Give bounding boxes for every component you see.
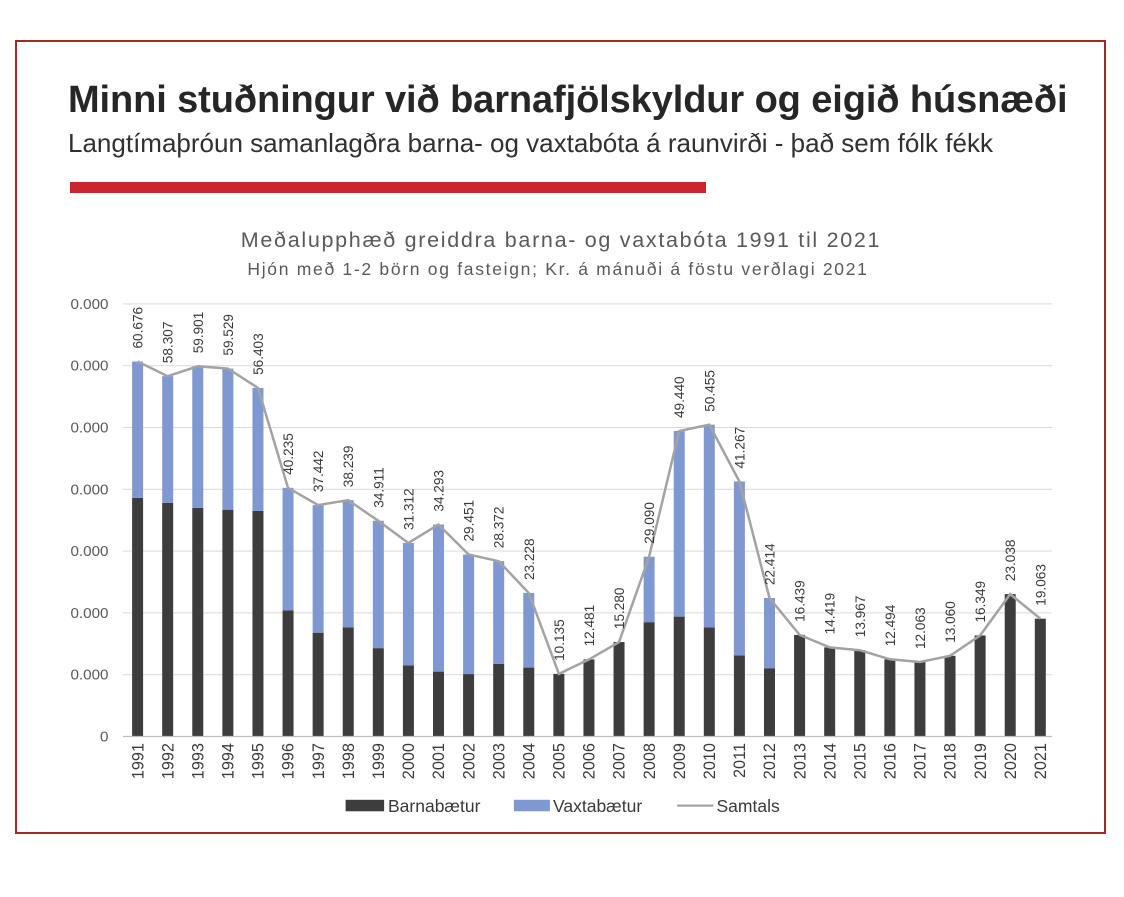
svg-text:1997: 1997 [310, 743, 328, 779]
svg-text:2001: 2001 [430, 743, 448, 779]
svg-text:2015: 2015 [852, 743, 870, 779]
svg-text:2013: 2013 [791, 743, 809, 779]
svg-text:Vaxtabætur: Vaxtabætur [553, 796, 642, 816]
svg-text:0.000: 0.000 [70, 543, 108, 560]
svg-text:0.000: 0.000 [70, 667, 108, 684]
svg-text:15.280: 15.280 [612, 587, 627, 629]
svg-text:1995: 1995 [250, 743, 268, 779]
svg-text:Meðalupphæð greiddra barna- og: Meðalupphæð greiddra barna- og vaxtabóta… [241, 228, 881, 252]
svg-text:50.455: 50.455 [702, 370, 717, 412]
svg-text:56.403: 56.403 [251, 333, 266, 375]
svg-text:2008: 2008 [641, 743, 659, 779]
svg-text:1992: 1992 [159, 743, 177, 779]
svg-text:2000: 2000 [400, 743, 418, 779]
svg-text:23.228: 23.228 [522, 538, 537, 580]
svg-text:10.135: 10.135 [552, 619, 567, 661]
svg-text:28.372: 28.372 [492, 507, 507, 549]
svg-text:2018: 2018 [942, 743, 960, 779]
svg-text:1996: 1996 [280, 743, 298, 779]
svg-text:Samtals: Samtals [717, 796, 780, 816]
svg-text:1994: 1994 [220, 743, 238, 779]
svg-text:Hjón með 1-2 börn og fasteign;: Hjón með 1-2 börn og fasteign; Kr. á mán… [247, 259, 868, 279]
svg-text:2005: 2005 [551, 743, 569, 779]
svg-text:2007: 2007 [611, 743, 629, 779]
svg-text:2009: 2009 [671, 743, 689, 779]
svg-text:2016: 2016 [882, 743, 900, 779]
svg-text:2002: 2002 [460, 743, 478, 779]
svg-text:49.440: 49.440 [672, 376, 687, 418]
svg-text:31.312: 31.312 [401, 488, 416, 530]
svg-text:12.481: 12.481 [582, 605, 597, 647]
svg-text:29.090: 29.090 [642, 502, 657, 544]
svg-text:12.494: 12.494 [883, 604, 898, 646]
svg-text:1998: 1998 [340, 743, 358, 779]
svg-text:0.000: 0.000 [70, 481, 108, 498]
svg-text:2004: 2004 [521, 743, 539, 779]
svg-text:19.063: 19.063 [1033, 564, 1048, 606]
svg-text:0.000: 0.000 [70, 605, 108, 622]
svg-text:2006: 2006 [581, 743, 599, 779]
svg-text:29.451: 29.451 [462, 500, 477, 542]
svg-text:37.442: 37.442 [311, 451, 326, 493]
svg-text:0.000: 0.000 [70, 296, 108, 313]
svg-text:16.349: 16.349 [973, 581, 988, 623]
svg-text:0: 0 [100, 729, 108, 746]
svg-text:1993: 1993 [190, 743, 208, 779]
svg-text:2003: 2003 [490, 743, 508, 779]
svg-text:1991: 1991 [129, 743, 147, 779]
svg-text:0.000: 0.000 [70, 420, 108, 437]
svg-text:1999: 1999 [370, 743, 388, 779]
svg-text:2010: 2010 [701, 743, 719, 779]
svg-text:38.239: 38.239 [341, 446, 356, 488]
svg-text:58.307: 58.307 [161, 322, 176, 364]
svg-text:60.676: 60.676 [131, 307, 146, 349]
svg-text:59.901: 59.901 [191, 312, 206, 354]
svg-text:2011: 2011 [731, 743, 749, 778]
svg-text:13.967: 13.967 [853, 596, 868, 638]
svg-text:2014: 2014 [821, 743, 839, 779]
svg-text:12.063: 12.063 [913, 607, 928, 649]
svg-text:34.293: 34.293 [432, 470, 447, 512]
svg-text:2021: 2021 [1032, 743, 1050, 779]
svg-text:23.038: 23.038 [1003, 540, 1018, 582]
svg-text:2012: 2012 [761, 743, 779, 779]
svg-text:22.414: 22.414 [763, 543, 778, 585]
svg-text:34.911: 34.911 [371, 467, 386, 508]
svg-text:40.235: 40.235 [281, 433, 296, 475]
svg-text:41.267: 41.267 [732, 427, 747, 469]
svg-text:59.529: 59.529 [221, 314, 236, 356]
svg-text:2019: 2019 [972, 743, 990, 779]
svg-text:0.000: 0.000 [70, 358, 108, 375]
svg-text:13.060: 13.060 [943, 601, 958, 643]
svg-text:2017: 2017 [912, 743, 930, 779]
svg-text:Barnabætur: Barnabætur [388, 796, 481, 816]
svg-text:14.419: 14.419 [823, 593, 838, 635]
svg-text:2020: 2020 [1002, 743, 1020, 779]
svg-text:16.439: 16.439 [793, 580, 808, 622]
